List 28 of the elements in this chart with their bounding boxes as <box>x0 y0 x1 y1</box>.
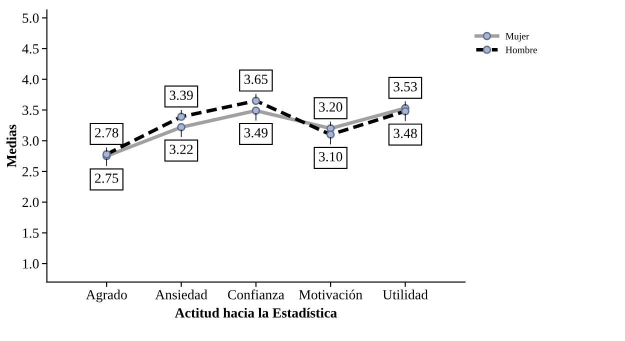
x-tick-label: Utilidad <box>382 290 428 300</box>
data-label: 3.65 <box>244 74 268 84</box>
y-tick-label: 1.0 <box>23 259 39 269</box>
y-tick-label: 4.0 <box>22 74 39 84</box>
legend-label: Hombre <box>506 46 537 54</box>
x-axis-title: Actitud hacia la Estadística <box>174 308 337 318</box>
y-tick-label: 3.0 <box>22 136 39 146</box>
y-axis-title: Medias <box>6 124 16 168</box>
data-label: 3.49 <box>244 128 268 138</box>
data-label: 2.78 <box>95 128 118 138</box>
data-label: 3.22 <box>170 144 193 154</box>
y-tick-label: 1.5 <box>23 228 39 238</box>
y-tick-label: 5.0 <box>22 13 39 23</box>
y-tick-label: 3.5 <box>22 106 39 116</box>
x-tick-label: Confianza <box>228 290 284 300</box>
legend-label: Mujer <box>506 32 530 42</box>
data-label: 3.20 <box>319 102 342 112</box>
data-label: 3.48 <box>394 128 417 138</box>
x-tick-label: Agrado <box>86 290 127 302</box>
y-tick-label: 2.0 <box>22 198 39 208</box>
data-label: 3.53 <box>394 82 417 92</box>
y-tick-label: 2.5 <box>22 167 39 176</box>
data-label: 3.39 <box>170 90 193 100</box>
data-label: 3.10 <box>319 152 342 162</box>
data-label: 2.75 <box>95 174 118 183</box>
x-tick-label: Motivación <box>298 290 362 300</box>
y-tick-label: 4.5 <box>22 44 39 54</box>
x-tick-label: Ansiedad <box>155 290 208 300</box>
